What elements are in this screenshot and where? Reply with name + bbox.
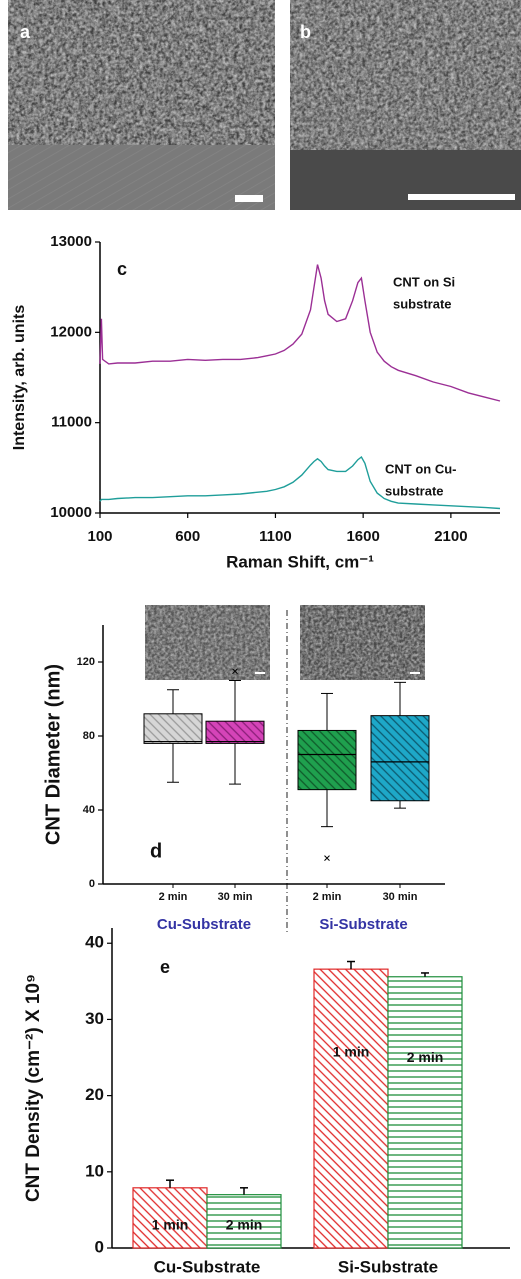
y-tick-label: 40 bbox=[85, 933, 104, 952]
sem-image-b bbox=[290, 0, 521, 210]
series-line bbox=[99, 264, 501, 402]
panel-label: e bbox=[160, 957, 170, 977]
bar bbox=[313, 968, 389, 1249]
bar bbox=[387, 976, 463, 1249]
y-tick-label: 20 bbox=[85, 1085, 104, 1104]
y-tick-label: 120 bbox=[77, 656, 95, 668]
group-label: Cu-Substrate bbox=[157, 916, 251, 933]
box bbox=[205, 720, 265, 744]
x-tick-label: 30 min bbox=[383, 891, 418, 903]
x-tick-label: 2 min bbox=[159, 891, 188, 903]
bar bbox=[206, 1194, 282, 1249]
x-tick-label: Cu-Substrate bbox=[154, 1257, 261, 1276]
outlier bbox=[232, 668, 238, 675]
y-tick-label: 12000 bbox=[50, 323, 92, 340]
x-axis-label: Raman Shift, cm⁻¹ bbox=[226, 552, 374, 571]
y-axis-label: CNT Density (cm⁻²) X 10⁹ bbox=[23, 974, 44, 1202]
box bbox=[297, 729, 357, 791]
x-tick-label: 2 min bbox=[313, 891, 342, 903]
y-tick-label: 80 bbox=[83, 730, 95, 742]
bar-label: 2 min bbox=[226, 1217, 263, 1233]
y-tick-label: 10 bbox=[85, 1161, 104, 1180]
panel-label: d bbox=[150, 840, 162, 862]
bar-label: 1 min bbox=[333, 1044, 370, 1060]
series-line bbox=[99, 455, 501, 510]
y-tick-label: 40 bbox=[83, 804, 95, 816]
annotation: substrate bbox=[385, 483, 444, 498]
y-tick-label: 11000 bbox=[51, 414, 92, 431]
sem-inset bbox=[300, 605, 425, 680]
x-tick-label: 600 bbox=[175, 528, 200, 545]
annotation: CNT on Si bbox=[393, 274, 455, 289]
y-tick-label: 0 bbox=[89, 878, 95, 890]
x-tick-label: Si-Substrate bbox=[338, 1257, 438, 1276]
y-axis-label: CNT Diameter (nm) bbox=[42, 664, 64, 845]
sem-image-a bbox=[8, 0, 275, 210]
x-tick-label: 1100 bbox=[259, 528, 292, 545]
x-tick-label: 100 bbox=[87, 528, 112, 545]
panel-label: a bbox=[20, 22, 31, 42]
annotation: substrate bbox=[393, 296, 452, 311]
y-tick-label: 10000 bbox=[50, 504, 92, 521]
y-tick-label: 13000 bbox=[50, 233, 92, 250]
y-tick-label: 0 bbox=[95, 1237, 104, 1256]
group-label: Si-Substrate bbox=[319, 916, 407, 933]
y-tick-label: 30 bbox=[85, 1009, 104, 1028]
x-tick-label: 1600 bbox=[346, 528, 379, 545]
box bbox=[143, 713, 203, 744]
bar-label: 2 min bbox=[407, 1049, 444, 1065]
x-tick-label: 30 min bbox=[218, 891, 253, 903]
panel-label: c bbox=[117, 259, 127, 279]
bar-label: 1 min bbox=[152, 1217, 189, 1233]
sem-inset bbox=[145, 605, 270, 680]
box bbox=[370, 715, 430, 802]
x-tick-label: 2100 bbox=[434, 528, 467, 545]
panel-label: b bbox=[300, 22, 311, 42]
annotation: CNT on Cu- bbox=[385, 461, 456, 476]
outlier bbox=[324, 855, 330, 861]
y-axis-label: Intensity, arb. units bbox=[11, 305, 28, 451]
